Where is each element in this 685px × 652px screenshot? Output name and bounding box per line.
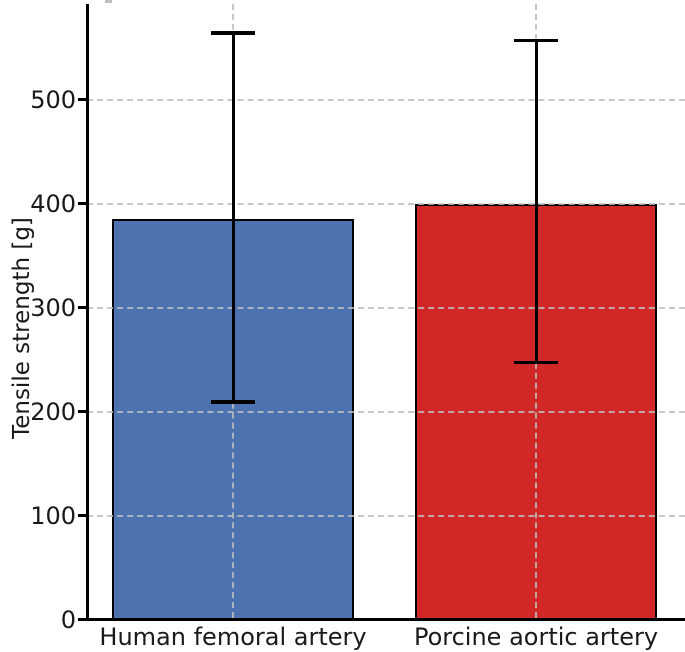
cropped-title-artifact — [105, 0, 112, 3]
y-tick-label-400: 400 — [30, 189, 76, 218]
y-tick-mark-500 — [78, 98, 86, 101]
error-bar-cap-top-porcine-aortic-artery — [514, 38, 558, 43]
gridline-y-400 — [87, 202, 685, 205]
error-bar-line-porcine-aortic-artery — [534, 40, 538, 363]
y-tick-label-0: 0 — [60, 605, 76, 634]
y-tick-mark-300 — [78, 306, 86, 309]
error-bar-cap-bottom-porcine-aortic-artery — [514, 360, 558, 365]
y-tick-label-300: 300 — [30, 293, 76, 322]
gridline-y-100 — [87, 514, 685, 517]
y-tick-label-200: 200 — [30, 397, 76, 426]
y-tick-mark-200 — [78, 410, 86, 413]
x-tick-label-porcine-aortic-artery: Porcine aortic artery — [413, 623, 659, 651]
error-bar-cap-bottom-human-femoral-artery — [211, 400, 255, 404]
gridline-y-300 — [87, 306, 685, 309]
gridline-y-200 — [87, 410, 685, 413]
y-tick-label-100: 100 — [30, 501, 76, 530]
gridline-y-500 — [87, 98, 685, 101]
y-tick-label-500: 500 — [30, 85, 76, 114]
error-bar-line-human-femoral-artery — [231, 32, 235, 403]
y-tick-mark-0 — [78, 618, 86, 621]
x-axis-spine — [86, 618, 685, 621]
error-bar-cap-top-human-femoral-artery — [211, 31, 255, 35]
y-tick-mark-400 — [78, 202, 86, 205]
y-axis-title: Tensile strength [g] — [9, 217, 35, 439]
x-tick-label-human-femoral-artery: Human femoral artery — [99, 623, 367, 651]
y-tick-mark-100 — [78, 514, 86, 517]
y-axis-spine — [86, 4, 89, 621]
